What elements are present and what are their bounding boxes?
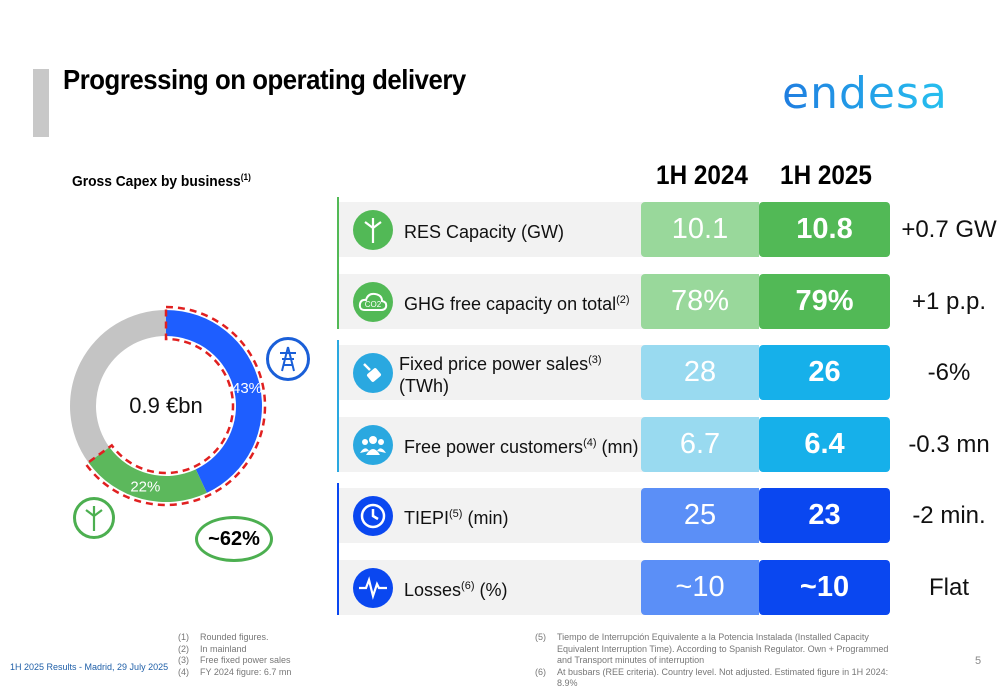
column-header-1h2025: 1H 2025 bbox=[780, 160, 872, 190]
kpi-label: Losses(6) (%) bbox=[404, 560, 508, 615]
footnote-number: (4) bbox=[178, 666, 189, 677]
kpi-label-text: GHG free capacity on total bbox=[404, 293, 617, 314]
kpi-delta: -2 min. bbox=[912, 501, 986, 529]
kpi-value-1h2024: 10.1 bbox=[641, 202, 759, 257]
footnotes-right: (5) Tiempo de Interrupción Equivalente a … bbox=[535, 632, 895, 690]
capex-donut-chart: 43% 22% 0.9 €bn bbox=[70, 305, 267, 507]
page-number: 5 bbox=[975, 655, 982, 667]
customers-icon bbox=[353, 425, 393, 465]
footnote-text: At busbars (REE criteria). Country level… bbox=[557, 666, 889, 689]
column-header-1h2024: 1H 2024 bbox=[656, 160, 748, 190]
divider-blue bbox=[337, 483, 339, 615]
divider-lightblue bbox=[337, 340, 339, 472]
kpi-label-note: (6) bbox=[461, 579, 475, 592]
footnote: (4) FY 2024 figure: 6.7 mn bbox=[178, 667, 478, 679]
kpi-delta: -6% bbox=[927, 358, 971, 386]
kpi-delta: +1 p.p. bbox=[911, 287, 987, 315]
footnote: (5) Tiempo de Interrupción Equivalente a … bbox=[535, 632, 895, 667]
footnote-text: Tiempo de Interrupción Equivalente a la … bbox=[557, 632, 889, 665]
kpi-label-text: Fixed price power sales bbox=[399, 353, 589, 374]
endesa-logo: endesa bbox=[782, 68, 948, 119]
kpi-label-note: (3) bbox=[588, 353, 602, 366]
donut-label-networks: 43% bbox=[232, 380, 262, 397]
kpi-label: Free power customers(4) (mn) bbox=[404, 417, 639, 472]
kpi-delta: +0.7 GW bbox=[901, 215, 997, 243]
kpi-row: RES Capacity (GW) 10.1 10.8 +0.7 GW bbox=[339, 202, 997, 257]
kpi-row: CO2 GHG free capacity on total(2) 78% 79% +1… bbox=[339, 274, 986, 329]
kpi-label-note: (4) bbox=[583, 436, 597, 449]
pulse-icon bbox=[353, 568, 393, 608]
plug-icon bbox=[353, 353, 393, 393]
footnote: (1) Rounded figures. bbox=[178, 632, 478, 644]
kpi-value-1h2025: 10.8 bbox=[759, 202, 890, 257]
donut-segment-renewables bbox=[88, 447, 207, 503]
kpi-value-1h2025: ~10 bbox=[759, 560, 890, 615]
page-title: Progressing on operating delivery bbox=[63, 64, 466, 95]
wind-turbine-icon bbox=[353, 210, 393, 250]
kpi-label-text: TIEPI bbox=[404, 507, 450, 528]
power-tower-icon bbox=[266, 337, 310, 381]
co2-cloud-icon: CO2 bbox=[353, 282, 393, 322]
kpi-value-1h2025: 26 bbox=[759, 345, 890, 400]
capex-title-note: (1) bbox=[240, 172, 251, 182]
kpi-value-1h2025: 79% bbox=[759, 274, 890, 329]
footnote-number: (1) bbox=[178, 632, 189, 642]
kpi-row: Fixed price power sales(3) (TWh) 28 26 -6% bbox=[339, 345, 970, 400]
footnote: (3) Free fixed power sales bbox=[178, 655, 478, 667]
footnote-number: (6) bbox=[535, 666, 546, 677]
title-accent-bar bbox=[33, 69, 49, 137]
kpi-value-1h2025: 23 bbox=[759, 488, 890, 543]
donut-segment-other bbox=[70, 310, 166, 463]
donut-total-label: 0.9 €bn bbox=[129, 393, 202, 418]
kpi-value-1h2024: 28 bbox=[641, 345, 759, 400]
kpi-label-unit: (mn) bbox=[596, 436, 639, 457]
combined-share-badge: ~62% bbox=[195, 516, 273, 562]
kpi-label-note: (2) bbox=[616, 293, 630, 306]
kpi-value-1h2024: 25 bbox=[641, 488, 759, 543]
kpi-label: TIEPI(5) (min) bbox=[404, 488, 508, 543]
kpi-value-1h2024: 78% bbox=[641, 274, 759, 329]
kpi-row: TIEPI(5) (min) 25 23 -2 min. bbox=[339, 488, 986, 543]
footnote: (6) At busbars (REE criteria). Country le… bbox=[535, 667, 895, 690]
donut-highlight-outline bbox=[84, 305, 267, 507]
clock-icon bbox=[353, 496, 393, 536]
footnotes-left: (1) Rounded figures. (2) In mainland (3) Free… bbox=[178, 632, 478, 678]
kpi-label-unit: (%) bbox=[474, 579, 508, 600]
kpi-value-1h2024: ~10 bbox=[641, 560, 759, 615]
wind-turbine-badge-icon bbox=[73, 497, 115, 539]
kpi-label-unit: (min) bbox=[462, 507, 509, 528]
footnote-number: (2) bbox=[178, 643, 189, 654]
kpi-label: GHG free capacity on total(2) bbox=[404, 274, 630, 329]
kpi-delta: -0.3 mn bbox=[908, 430, 990, 458]
footnote-text: Rounded figures. bbox=[200, 632, 269, 642]
kpi-label-text: Losses bbox=[404, 579, 462, 600]
kpi-label-note: (5) bbox=[449, 507, 463, 520]
donut-label-renewables: 22% bbox=[130, 478, 160, 495]
kpi-label: Fixed price power sales(3) (TWh) bbox=[399, 345, 602, 400]
kpi-row: Free power customers(4) (mn) 6.7 6.4 -0.3 m… bbox=[339, 417, 990, 472]
capex-title: Gross Capex by business(1) bbox=[72, 172, 251, 190]
kpi-value-1h2025: 6.4 bbox=[759, 417, 890, 472]
capex-title-text: Gross Capex by business bbox=[72, 173, 241, 190]
kpi-value-1h2024: 6.7 bbox=[641, 417, 759, 472]
footnote-number: (5) bbox=[535, 632, 546, 642]
footnote-number: (3) bbox=[178, 655, 189, 665]
divider-green bbox=[337, 197, 339, 329]
footnote-text: In mainland bbox=[200, 643, 247, 654]
donut-segment-networks bbox=[166, 310, 262, 493]
kpi-delta: Flat bbox=[928, 573, 969, 601]
footnote-text: FY 2024 figure: 6.7 mn bbox=[200, 666, 292, 677]
kpi-label-unit: (TWh) bbox=[399, 375, 449, 396]
footer-event: 1H 2025 Results - Madrid, 29 July 2025 bbox=[10, 662, 169, 672]
footnote: (2) In mainland bbox=[178, 644, 478, 656]
kpi-label-text: RES Capacity (GW) bbox=[404, 221, 565, 242]
kpi-label-text: Free power customers bbox=[404, 436, 584, 457]
svg-text:CO2: CO2 bbox=[365, 300, 382, 309]
kpi-label: RES Capacity (GW) bbox=[404, 202, 564, 257]
footnote-text: Free fixed power sales bbox=[200, 655, 291, 665]
kpi-row: Losses(6) (%) ~10 ~10 Flat bbox=[339, 560, 969, 615]
